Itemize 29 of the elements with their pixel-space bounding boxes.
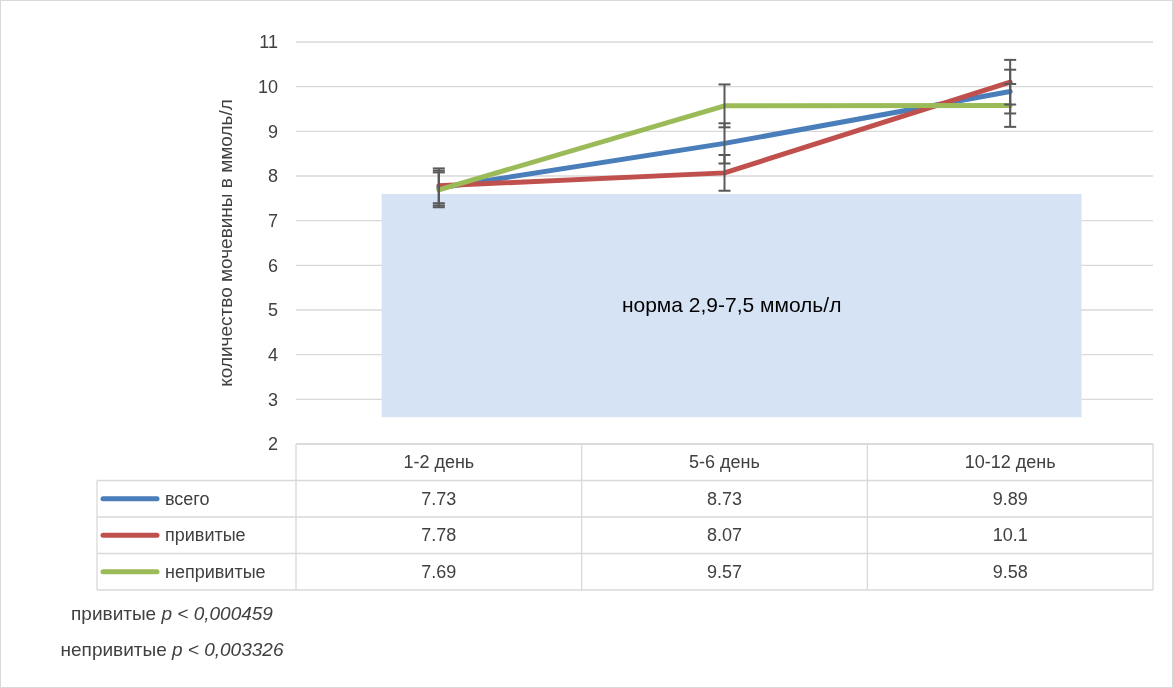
y-tick-label: 8	[267, 166, 278, 187]
data-label: 9.89	[992, 488, 1028, 509]
data-label: 8.07	[706, 525, 743, 546]
y-tick-label: 6	[267, 255, 278, 276]
data-label: 10.1	[992, 525, 1028, 546]
y-tick-label: 11	[259, 32, 278, 53]
data-label: 7.73	[421, 488, 457, 509]
y-tick-label: 4	[267, 344, 278, 365]
x-tick-label: 10-12 день	[964, 452, 1056, 473]
y-tick-label: 3	[267, 389, 278, 410]
y-axis-title: количество мочевины в ммоль/л	[215, 99, 236, 387]
y-tick-label: 10	[257, 76, 278, 97]
x-tick-label: 1-2 день	[403, 452, 475, 473]
data-label: 7.69	[421, 561, 457, 582]
legend-label: привитые	[165, 525, 246, 546]
text: непривитые p < 0,003326	[60, 639, 284, 660]
data-label: 8.73	[706, 488, 743, 509]
data-label: 7.78	[421, 525, 457, 546]
data-label: 9.58	[992, 561, 1028, 582]
y-tick-label: 5	[267, 300, 278, 321]
band-label: норма 2,9-7,5 ммоль/л	[621, 292, 842, 316]
legend-label: непривитые	[165, 561, 266, 582]
y-tick-label: 7	[267, 210, 278, 231]
y-tick-label: 9	[267, 121, 278, 142]
x-tick-label: 5-6 день	[689, 452, 760, 473]
legend-label: всего	[165, 488, 210, 509]
y-tick-label: 2	[267, 434, 278, 455]
text: привитые p < 0,000459	[71, 603, 274, 624]
data-label: 9.57	[706, 561, 743, 582]
